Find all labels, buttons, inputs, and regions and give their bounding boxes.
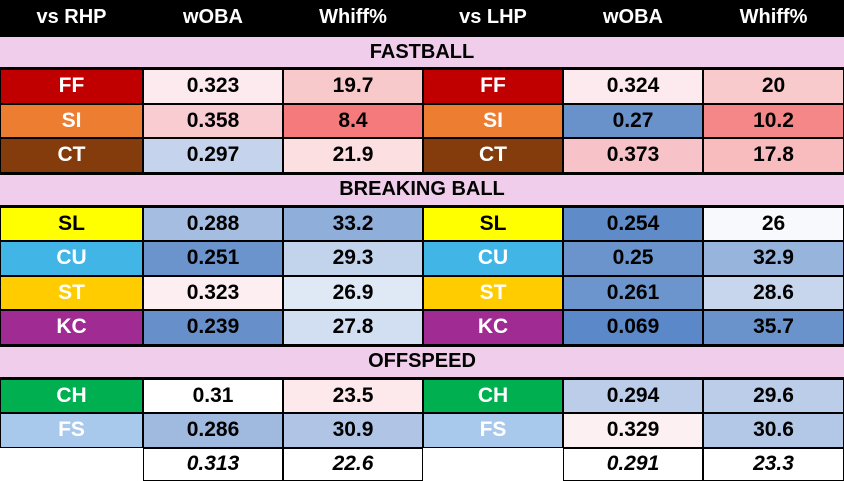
rhp-woba-cell: 0.31 (143, 378, 283, 413)
rhp-whiff-cell: 27.8 (283, 310, 423, 345)
lhp-woba-cell: 0.254 (563, 206, 703, 241)
column-header: vs RHP (0, 0, 143, 35)
column-header: Whiff% (703, 0, 844, 35)
pitch-type-rhp: CU (0, 241, 143, 276)
rhp-woba-cell: 0.358 (143, 103, 283, 138)
pitch-type-lhp: FF (423, 69, 563, 104)
column-header: vs LHP (423, 0, 563, 35)
pitch-type-lhp: SI (423, 103, 563, 138)
lhp-whiff-cell: 30.6 (703, 413, 844, 448)
lhp-woba-cell: 0.27 (563, 103, 703, 138)
rhp-whiff-cell: 29.3 (283, 241, 423, 276)
lhp-whiff-cell: 20 (703, 69, 844, 104)
rhp-woba-total: 0.313 (143, 447, 283, 481)
pitch-type-rhp: SI (0, 103, 143, 138)
rhp-woba-cell: 0.286 (143, 413, 283, 448)
pitch-type-rhp: CH (0, 378, 143, 413)
rhp-whiff-cell: 23.5 (283, 378, 423, 413)
lhp-woba-cell: 0.25 (563, 241, 703, 276)
lhp-woba-cell: 0.294 (563, 378, 703, 413)
pitch-type-rhp: FF (0, 69, 143, 104)
lhp-woba-total: 0.291 (563, 447, 703, 481)
pitch-type-lhp: SL (423, 206, 563, 241)
pitch-type-rhp: ST (0, 275, 143, 310)
rhp-woba-cell: 0.297 (143, 138, 283, 173)
pitch-type-rhp: KC (0, 310, 143, 345)
rhp-whiff-cell: 30.9 (283, 413, 423, 448)
rhp-whiff-cell: 33.2 (283, 206, 423, 241)
lhp-whiff-cell: 35.7 (703, 310, 844, 345)
pitch-type-rhp: SL (0, 206, 143, 241)
lhp-whiff-cell: 29.6 (703, 378, 844, 413)
pitch-type-lhp: KC (423, 310, 563, 345)
lhp-whiff-cell: 17.8 (703, 138, 844, 173)
pitch-type-lhp: FS (423, 413, 563, 448)
lhp-whiff-cell: 28.6 (703, 275, 844, 310)
pitch-type-lhp: ST (423, 275, 563, 310)
rhp-woba-cell: 0.323 (143, 275, 283, 310)
rhp-whiff-cell: 26.9 (283, 275, 423, 310)
pitch-type-rhp: FS (0, 413, 143, 448)
rhp-woba-cell: 0.251 (143, 241, 283, 276)
lhp-woba-cell: 0.329 (563, 413, 703, 448)
lhp-whiff-total: 23.3 (703, 447, 844, 481)
rhp-whiff-cell: 8.4 (283, 103, 423, 138)
rhp-whiff-cell: 19.7 (283, 69, 423, 104)
rhp-woba-cell: 0.288 (143, 206, 283, 241)
lhp-woba-cell: 0.069 (563, 310, 703, 345)
column-header: wOBA (563, 0, 703, 35)
rhp-woba-cell: 0.323 (143, 69, 283, 104)
lhp-whiff-cell: 32.9 (703, 241, 844, 276)
lhp-woba-cell: 0.261 (563, 275, 703, 310)
column-header: wOBA (143, 0, 283, 35)
lhp-whiff-cell: 10.2 (703, 103, 844, 138)
section-header: BREAKING BALL (0, 172, 844, 207)
rhp-whiff-total: 22.6 (283, 447, 423, 481)
pitch-type-lhp: CU (423, 241, 563, 276)
section-header: FASTBALL (0, 35, 844, 69)
lhp-whiff-cell: 26 (703, 206, 844, 241)
section-header: OFFSPEED (0, 344, 844, 379)
pitch-type-lhp: CH (423, 378, 563, 413)
pitch-type-lhp: CT (423, 138, 563, 173)
rhp-woba-cell: 0.239 (143, 310, 283, 345)
lhp-woba-cell: 0.373 (563, 138, 703, 173)
rhp-whiff-cell: 21.9 (283, 138, 423, 173)
lhp-woba-cell: 0.324 (563, 69, 703, 104)
pitch-type-rhp: CT (0, 138, 143, 173)
column-header: Whiff% (283, 0, 423, 35)
